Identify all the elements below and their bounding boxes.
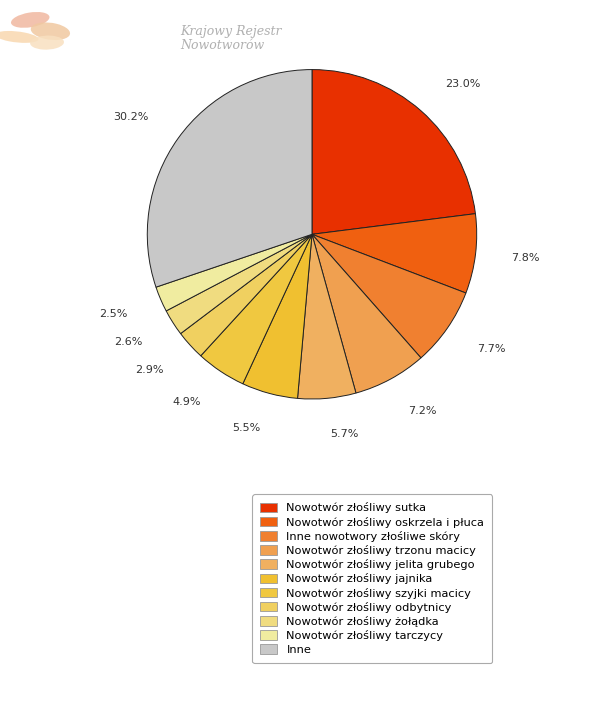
Wedge shape	[201, 234, 312, 384]
Wedge shape	[243, 234, 312, 398]
Text: 2.9%: 2.9%	[135, 364, 163, 375]
Wedge shape	[312, 234, 421, 393]
Text: 7.2%: 7.2%	[408, 406, 436, 416]
Wedge shape	[147, 70, 312, 287]
Text: 23.0%: 23.0%	[445, 79, 480, 89]
Ellipse shape	[11, 12, 49, 28]
Wedge shape	[166, 234, 312, 334]
Wedge shape	[312, 234, 466, 358]
Text: Nowotworów: Nowotworów	[180, 39, 264, 52]
Text: Krajowy Rejestr: Krajowy Rejestr	[180, 25, 281, 38]
Ellipse shape	[30, 36, 64, 50]
Wedge shape	[298, 234, 356, 399]
Text: 2.6%: 2.6%	[114, 337, 142, 347]
Wedge shape	[312, 214, 477, 293]
Wedge shape	[312, 70, 475, 234]
Text: 7.7%: 7.7%	[477, 344, 506, 354]
Wedge shape	[181, 234, 312, 356]
Text: 7.8%: 7.8%	[512, 253, 540, 263]
Text: 5.7%: 5.7%	[330, 430, 359, 439]
Wedge shape	[156, 234, 312, 311]
Text: 30.2%: 30.2%	[113, 112, 149, 122]
Ellipse shape	[31, 23, 70, 40]
Legend: Nowotwór złośliwy sutka, Nowotwór złośliwy oskrzela i płuca, Inne nowotwory złoś: Nowotwór złośliwy sutka, Nowotwór złośli…	[252, 494, 492, 663]
Ellipse shape	[0, 31, 38, 43]
Text: 5.5%: 5.5%	[232, 423, 260, 434]
Text: 2.5%: 2.5%	[99, 309, 127, 319]
Text: 4.9%: 4.9%	[172, 397, 200, 407]
